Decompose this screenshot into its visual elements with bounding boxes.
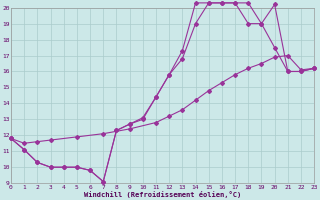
X-axis label: Windchill (Refroidissement éolien,°C): Windchill (Refroidissement éolien,°C) bbox=[84, 191, 241, 198]
